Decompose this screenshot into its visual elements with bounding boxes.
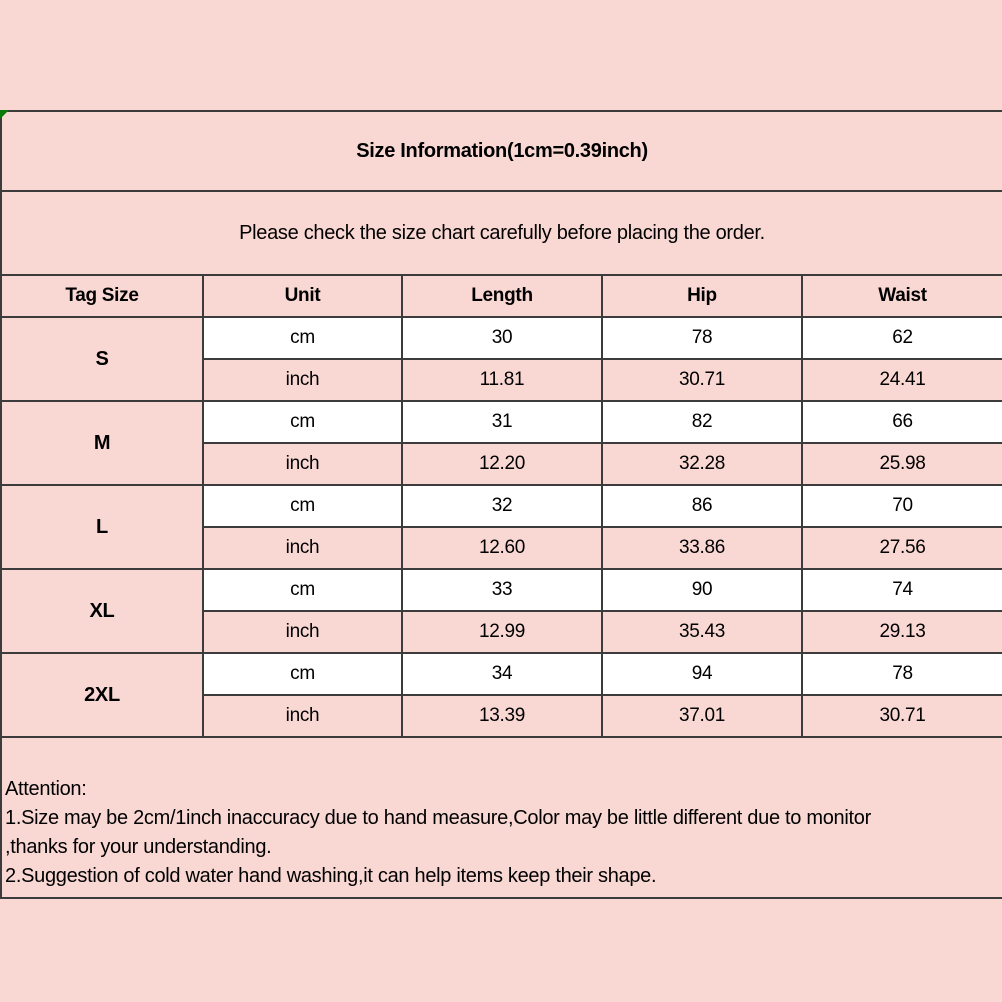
column-header-unit: Unit: [202, 274, 403, 318]
attention-row: Attention: 1.Size may be 2cm/1inch inacc…: [0, 736, 1002, 899]
value-cell: 70: [800, 484, 1002, 528]
attention-heading: Attention:: [5, 778, 87, 800]
tag-size-s: S: [0, 316, 204, 402]
attention-block: Attention: 1.Size may be 2cm/1inch inacc…: [0, 736, 1002, 899]
table-row-s-cm: S cm 30 78 62: [0, 316, 1002, 402]
value-cell: 90: [601, 568, 803, 612]
value-cell: 25.98: [800, 442, 1002, 486]
title-row: Size Information(1cm=0.39inch): [0, 110, 1002, 192]
table-row-2xl-cm: 2XL cm 34 94 78: [0, 652, 1002, 738]
value-cell: 86: [601, 484, 803, 528]
value-cell: 13.39: [401, 694, 603, 738]
value-cell: 74: [800, 568, 1002, 612]
value-cell: 29.13: [800, 610, 1002, 654]
value-cell: 66: [800, 400, 1002, 444]
attention-line-2: ,thanks for your understanding.: [5, 836, 272, 858]
value-cell: 32.28: [601, 442, 803, 486]
green-corner-artifact: [0, 110, 9, 119]
tag-size-l: L: [0, 484, 204, 570]
tag-size-xl: XL: [0, 568, 204, 654]
tag-size-2xl: 2XL: [0, 652, 204, 738]
tag-size-m: M: [0, 400, 204, 486]
value-cell: 12.20: [401, 442, 603, 486]
value-cell: 35.43: [601, 610, 803, 654]
unit-cell: cm: [202, 652, 403, 696]
value-cell: 11.81: [401, 358, 603, 402]
unit-cell: cm: [202, 400, 403, 444]
table-row-m-inch: inch 12.20 32.28 25.98: [1, 442, 1002, 486]
table-header-row: Tag Size Unit Length Hip Waist: [0, 274, 1002, 318]
column-header-tag-size: Tag Size: [0, 274, 204, 318]
value-cell: 12.99: [401, 610, 603, 654]
value-cell: 12.60: [401, 526, 603, 570]
table-row-2xl-inch: inch 13.39 37.01 30.71: [1, 694, 1002, 738]
value-cell: 37.01: [601, 694, 803, 738]
value-cell: 27.56: [800, 526, 1002, 570]
page-subtitle: Please check the size chart carefully be…: [0, 190, 1002, 276]
size-information-sheet: Size Information(1cm=0.39inch) Please ch…: [0, 110, 1002, 899]
table-row-l-cm: L cm 32 86 70: [0, 484, 1002, 570]
value-cell: 94: [601, 652, 803, 696]
value-cell: 30: [401, 316, 603, 360]
value-cell: 24.41: [800, 358, 1002, 402]
attention-line-1: 1.Size may be 2cm/1inch inaccuracy due t…: [5, 807, 871, 829]
value-cell: 34: [401, 652, 603, 696]
unit-cell: inch: [202, 694, 403, 738]
unit-cell: inch: [202, 358, 403, 402]
unit-cell: cm: [202, 316, 403, 360]
column-header-waist: Waist: [800, 274, 1002, 318]
value-cell: 62: [800, 316, 1002, 360]
value-cell: 82: [601, 400, 803, 444]
value-cell: 78: [800, 652, 1002, 696]
unit-cell: inch: [202, 442, 403, 486]
unit-cell: cm: [202, 568, 403, 612]
attention-line-3: 2.Suggestion of cold water hand washing,…: [5, 865, 657, 887]
page-title: Size Information(1cm=0.39inch): [0, 110, 1002, 192]
value-cell: 30.71: [800, 694, 1002, 738]
table-row-xl-cm: XL cm 33 90 74: [0, 568, 1002, 654]
unit-cell: inch: [202, 526, 403, 570]
value-cell: 33.86: [601, 526, 803, 570]
unit-cell: inch: [202, 610, 403, 654]
value-cell: 31: [401, 400, 603, 444]
table-row-s-inch: inch 11.81 30.71 24.41: [1, 358, 1002, 402]
subtitle-row: Please check the size chart carefully be…: [0, 190, 1002, 276]
value-cell: 78: [601, 316, 803, 360]
column-header-length: Length: [401, 274, 603, 318]
table-row-m-cm: M cm 31 82 66: [0, 400, 1002, 486]
unit-cell: cm: [202, 484, 403, 528]
column-header-hip: Hip: [601, 274, 803, 318]
table-row-l-inch: inch 12.60 33.86 27.56: [1, 526, 1002, 570]
value-cell: 33: [401, 568, 603, 612]
value-cell: 32: [401, 484, 603, 528]
value-cell: 30.71: [601, 358, 803, 402]
table-row-xl-inch: inch 12.99 35.43 29.13: [1, 610, 1002, 654]
